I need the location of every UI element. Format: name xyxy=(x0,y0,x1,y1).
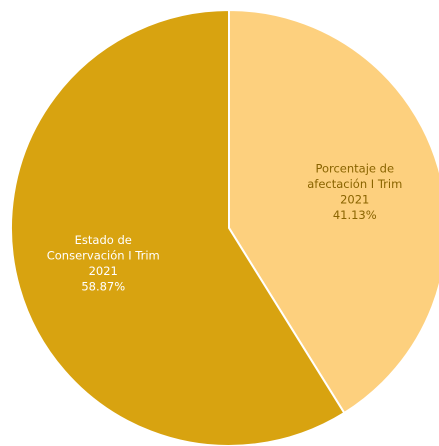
slice-label-line: Porcentaje de xyxy=(315,161,394,175)
slice-label-line: afectación I Trim xyxy=(307,177,402,191)
slice-label-line: 2021 xyxy=(89,264,118,278)
slice-label-line: Conservación I Trim xyxy=(47,249,160,263)
slice-value-label: 41.13% xyxy=(333,208,377,222)
slice-label-line: Estado de xyxy=(75,233,132,247)
slice-value-label: 58.87% xyxy=(81,280,125,294)
slice-label-line: 2021 xyxy=(340,192,369,206)
